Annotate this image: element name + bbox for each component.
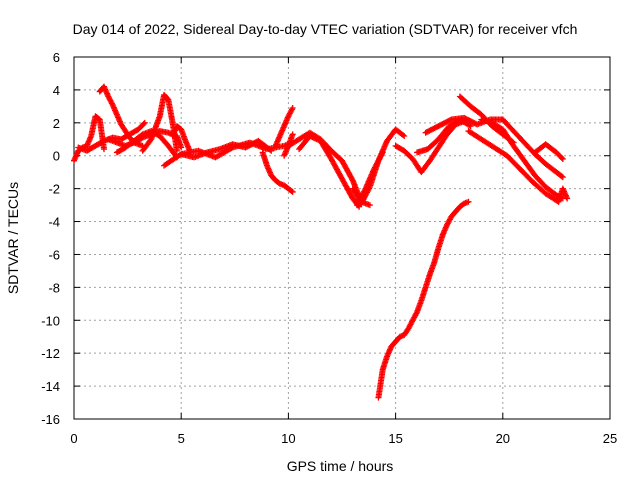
data-points [71,83,571,401]
data-point [379,149,386,156]
series-track-26 [375,198,472,401]
series-track-14 [296,132,363,210]
y-tick-label: -14 [41,379,60,394]
data-point [465,198,472,205]
y-tick-label: -16 [41,412,60,427]
data-point [401,132,408,139]
x-tick-label: 15 [388,431,402,446]
series-track-25 [555,185,571,205]
series-track-2 [75,119,148,154]
data-point [564,195,571,202]
series-track-10 [259,149,296,195]
series-track-23 [499,116,566,181]
y-axis-label: SDTVAR / TECUs [5,182,21,294]
y-tick-label: -8 [48,280,60,295]
x-tick-label: 0 [70,431,77,446]
data-point [399,132,406,139]
axis-ticks: 0 5 10 15 20 25 -16 -14 -12 -10 -8 -6 -4 -2 0 2 4 6 [41,50,617,446]
data-point [267,146,274,153]
y-tick-label: 6 [53,50,60,65]
series-track-24 [531,141,566,163]
data-point [447,117,454,124]
y-tick-label: -4 [48,215,60,230]
data-point [268,147,275,154]
series-track-22 [478,116,566,202]
series-track-9 [178,137,275,161]
y-tick-label: 2 [53,116,60,131]
data-point [141,119,148,126]
data-point [349,176,356,183]
data-point [288,188,295,195]
data-point [101,146,108,153]
y-tick-label: 4 [53,83,60,98]
y-tick-label: -10 [41,313,60,328]
x-tick-label: 25 [603,431,617,446]
data-point [558,154,565,161]
plot-frame [73,56,611,420]
series-track-11 [272,105,296,149]
series-track-6 [139,91,180,154]
data-point [173,147,180,154]
data-point [558,173,565,180]
data-point [289,131,296,138]
x-axis-label: GPS time / hours [287,458,394,474]
data-point [140,120,147,127]
y-tick-label: 0 [53,149,60,164]
chart-title: Day 014 of 2022, Sidereal Day-to-day VTE… [73,21,578,37]
series-track-3 [96,83,146,149]
data-point [559,156,566,163]
data-point [289,188,296,195]
x-tick-label: 20 [496,431,510,446]
data-point [99,138,106,145]
y-tick-label: -6 [48,247,60,262]
y-tick-label: -2 [48,182,60,197]
data-point [559,174,566,181]
data-point [289,105,296,112]
x-tick-label: 5 [178,431,185,446]
grid-lines [74,57,610,419]
data-point [366,202,373,209]
y-tick-label: -12 [41,346,60,361]
x-tick-label: 10 [281,431,295,446]
series-track-16 [354,149,386,209]
